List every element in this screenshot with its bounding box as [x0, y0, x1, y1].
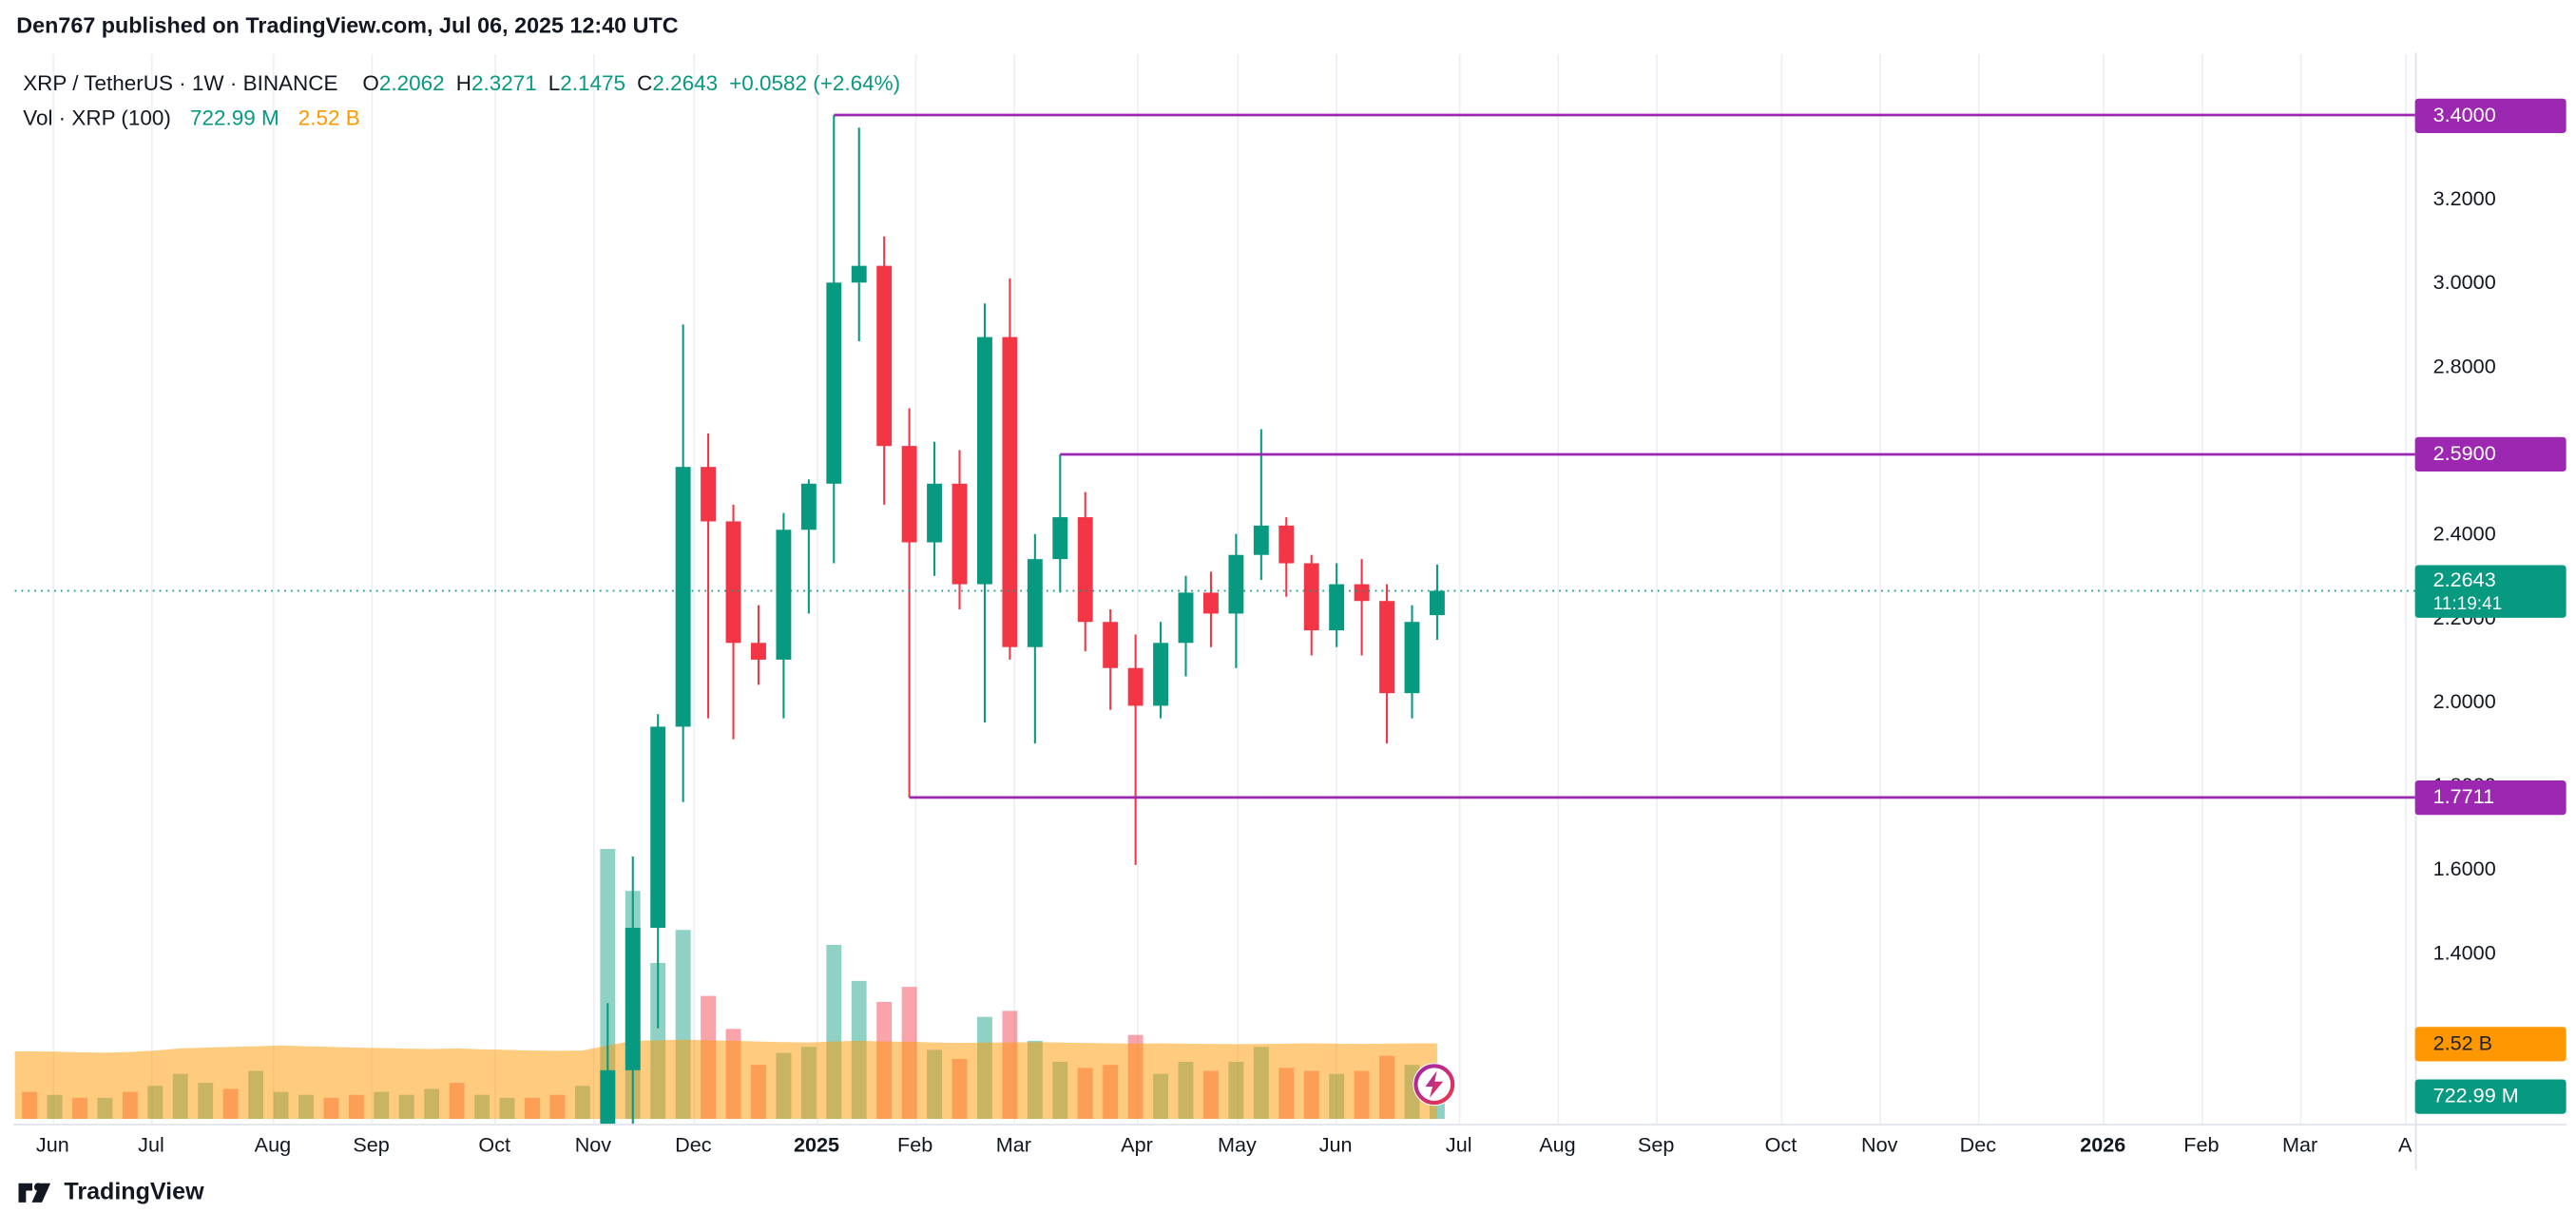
publish-header: Den767 published on TradingView.com, Jul…	[16, 13, 678, 38]
candles	[600, 114, 1445, 1125]
volume-value: 722.99 M	[189, 105, 279, 130]
time-axis-divider	[12, 1124, 2566, 1126]
high-value: 2.3271	[471, 70, 537, 96]
publish-header-text: Den767 published on TradingView.com, Jul…	[16, 12, 679, 38]
volume-legend-row: Vol · XRP (100) 722.99 M 2.52 B	[23, 100, 900, 134]
volume-indicator-title: Vol · XRP (100)	[23, 105, 171, 130]
volume-ma-area	[14, 1039, 1437, 1119]
tradingview-wordmark: TradingView	[64, 1179, 204, 1206]
close-value: 2.2643	[652, 70, 719, 96]
volume-ma-value: 2.52 B	[298, 105, 360, 130]
symbol-title: XRP / TetherUS · 1W · BINANCE	[23, 70, 338, 96]
tradingview-logo-icon	[16, 1178, 52, 1207]
open-label: O	[362, 70, 379, 96]
change-value: +0.0582 (+2.64%)	[729, 70, 901, 96]
chart-legend: XRP / TetherUS · 1W · BINANCE O2.2062 H2.3…	[23, 66, 900, 135]
flash-badge-icon	[1413, 1063, 1456, 1107]
drawn-horizontal-lines	[834, 113, 2415, 799]
high-label: H	[455, 70, 471, 96]
footer: TradingView	[16, 1178, 204, 1207]
symbol-legend-row: XRP / TetherUS · 1W · BINANCE O2.2062 H2.3…	[23, 66, 900, 100]
open-value: 2.2062	[378, 70, 445, 96]
low-value: 2.1475	[560, 70, 626, 96]
close-label: C	[637, 70, 653, 96]
price-axis-divider	[2414, 52, 2417, 1170]
low-label: L	[548, 70, 561, 96]
